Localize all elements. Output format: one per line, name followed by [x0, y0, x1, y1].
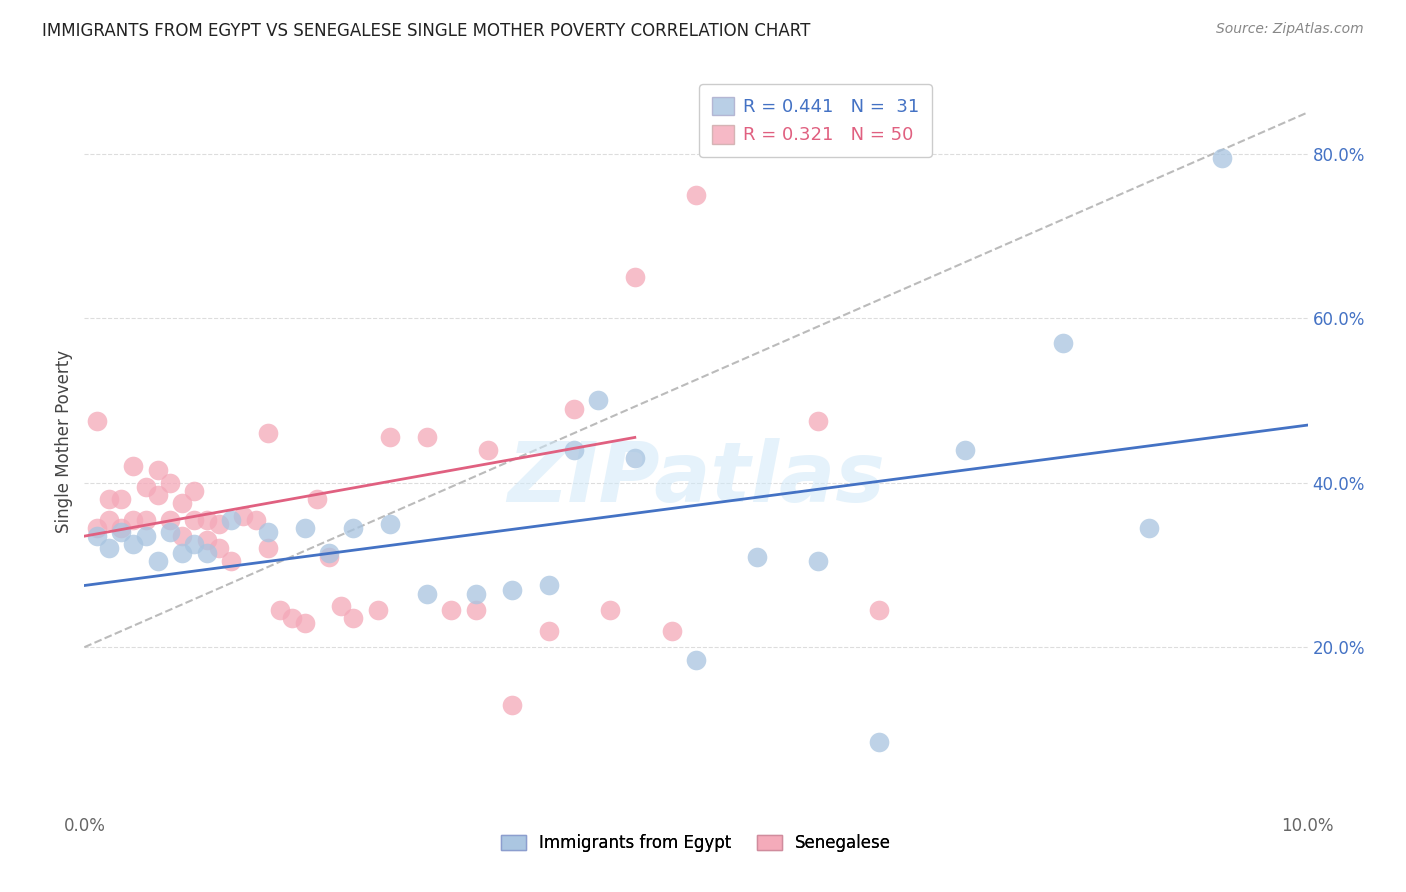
Point: [86, 414, 108, 428]
Point: [1137, 521, 1160, 535]
Point: [538, 578, 561, 592]
Point: [257, 541, 280, 556]
Point: [869, 603, 891, 617]
Point: [380, 430, 402, 444]
Legend: Immigrants from Egypt, Senegalese: Immigrants from Egypt, Senegalese: [495, 828, 897, 859]
Point: [342, 611, 364, 625]
Point: [183, 513, 205, 527]
Point: [342, 521, 364, 535]
Point: [685, 652, 707, 666]
Point: [232, 508, 254, 523]
Point: [1211, 151, 1233, 165]
Point: [661, 624, 683, 638]
Point: [502, 698, 524, 712]
Point: [624, 450, 647, 465]
Text: ZIPatlas: ZIPatlas: [508, 438, 884, 519]
Point: [159, 475, 181, 490]
Point: [122, 513, 145, 527]
Point: [195, 533, 218, 548]
Point: [257, 524, 280, 539]
Point: [97, 541, 120, 556]
Point: [219, 554, 242, 568]
Point: [502, 582, 524, 597]
Point: [110, 492, 132, 507]
Point: [110, 521, 132, 535]
Point: [172, 529, 194, 543]
Point: [97, 492, 120, 507]
Point: [110, 524, 132, 539]
Point: [294, 521, 316, 535]
Point: [586, 393, 609, 408]
Point: [464, 603, 486, 617]
Point: [183, 537, 205, 551]
Point: [538, 624, 561, 638]
Point: [208, 516, 231, 531]
Point: [159, 524, 181, 539]
Point: [624, 270, 647, 285]
Point: [477, 442, 499, 457]
Point: [281, 611, 304, 625]
Point: [195, 513, 218, 527]
Point: [747, 549, 769, 564]
Point: [294, 615, 316, 630]
Point: [807, 554, 830, 568]
Point: [318, 545, 340, 560]
Point: [599, 603, 621, 617]
Point: [380, 516, 402, 531]
Point: [135, 480, 157, 494]
Point: [807, 414, 830, 428]
Point: [318, 549, 340, 564]
Point: [146, 488, 169, 502]
Point: [747, 130, 769, 145]
Point: [330, 599, 353, 613]
Y-axis label: Single Mother Poverty: Single Mother Poverty: [55, 350, 73, 533]
Point: [562, 442, 585, 457]
Point: [367, 603, 389, 617]
Point: [195, 545, 218, 560]
Point: [464, 587, 486, 601]
Point: [416, 587, 439, 601]
Point: [416, 430, 439, 444]
Point: [305, 492, 328, 507]
Point: [257, 426, 280, 441]
Point: [440, 603, 463, 617]
Point: [1052, 335, 1074, 350]
Point: [146, 554, 169, 568]
Point: [97, 513, 120, 527]
Point: [172, 496, 194, 510]
Point: [135, 513, 157, 527]
Point: [86, 529, 108, 543]
Point: [208, 541, 231, 556]
Point: [245, 513, 267, 527]
Point: [122, 459, 145, 474]
Point: [146, 463, 169, 477]
Point: [953, 442, 976, 457]
Text: IMMIGRANTS FROM EGYPT VS SENEGALESE SINGLE MOTHER POVERTY CORRELATION CHART: IMMIGRANTS FROM EGYPT VS SENEGALESE SING…: [42, 22, 810, 40]
Point: [86, 521, 108, 535]
Point: [172, 545, 194, 560]
Point: [122, 537, 145, 551]
Point: [183, 483, 205, 498]
Text: Source: ZipAtlas.com: Source: ZipAtlas.com: [1216, 22, 1364, 37]
Point: [869, 735, 891, 749]
Point: [159, 513, 181, 527]
Point: [269, 603, 291, 617]
Point: [685, 187, 707, 202]
Point: [219, 513, 242, 527]
Point: [135, 529, 157, 543]
Point: [562, 401, 585, 416]
